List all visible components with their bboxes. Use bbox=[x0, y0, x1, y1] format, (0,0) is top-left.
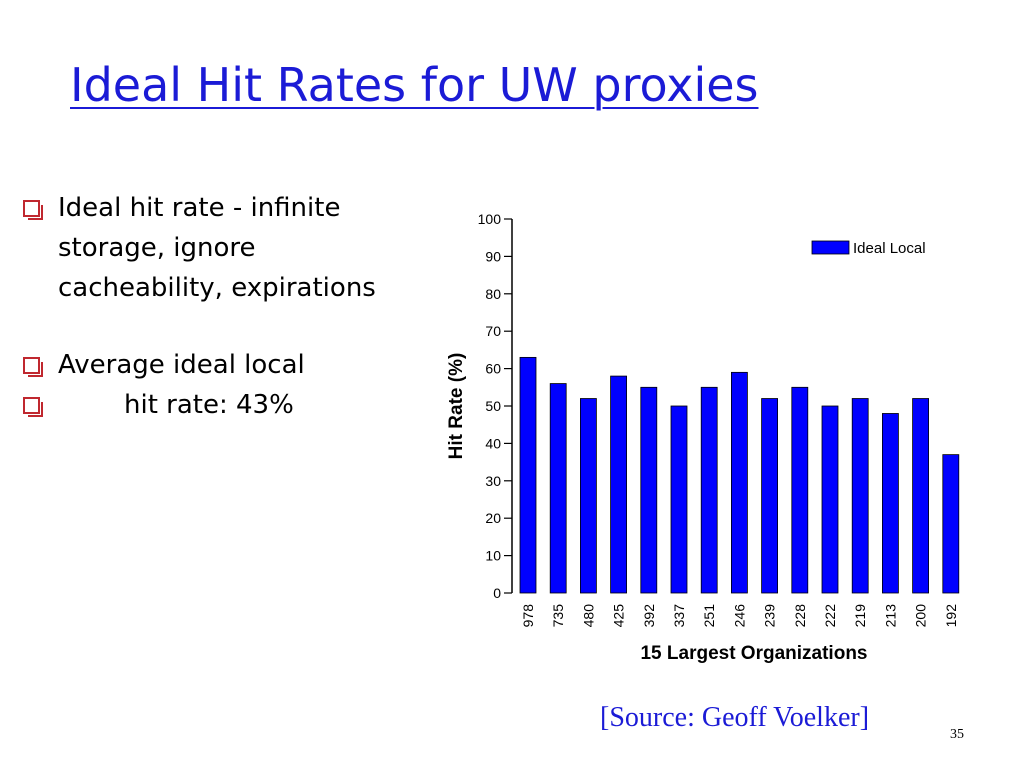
x-tick-label: 251 bbox=[701, 604, 717, 628]
legend-swatch bbox=[811, 240, 850, 255]
y-tick-label: 40 bbox=[485, 435, 501, 451]
y-tick-label: 100 bbox=[478, 211, 502, 227]
legend-label: Ideal Local bbox=[853, 240, 926, 257]
x-tick-label: 337 bbox=[671, 604, 687, 628]
y-tick-label: 80 bbox=[485, 286, 501, 302]
source-citation: [Source: Geoff Voelker] bbox=[600, 702, 870, 733]
y-tick-label: 20 bbox=[485, 510, 501, 526]
y-tick-label: 30 bbox=[485, 473, 501, 489]
x-tick-label: 228 bbox=[792, 604, 808, 628]
bullet-line: hit rate: 43% bbox=[124, 390, 294, 420]
bar bbox=[761, 398, 778, 594]
x-tick-label: 392 bbox=[641, 604, 657, 628]
page-number: 35 bbox=[950, 727, 964, 742]
bar bbox=[882, 413, 899, 594]
bar bbox=[731, 371, 748, 594]
bullet-checkbox-icon bbox=[23, 357, 43, 377]
y-axis-title: Hit Rate (%) bbox=[446, 353, 467, 460]
bullet-line: Average ideal local bbox=[58, 350, 305, 380]
x-tick-label: 222 bbox=[822, 604, 838, 628]
bullet-list: Ideal hit rate - infinite storage, ignor… bbox=[20, 188, 460, 425]
x-tick-label: 978 bbox=[520, 604, 536, 628]
x-tick-label: 213 bbox=[882, 604, 898, 628]
y-tick-label: 10 bbox=[485, 548, 501, 564]
y-tick-label: 90 bbox=[485, 248, 501, 264]
x-tick-label: 480 bbox=[580, 604, 596, 628]
y-tick-label: 50 bbox=[485, 398, 501, 414]
bar bbox=[851, 398, 869, 594]
x-tick-label: 219 bbox=[852, 604, 868, 628]
x-tick-label: 192 bbox=[943, 604, 959, 628]
y-tick-label: 0 bbox=[493, 585, 501, 601]
bullet-item: Average ideal local bbox=[20, 345, 460, 385]
bar bbox=[942, 454, 960, 594]
bar bbox=[670, 405, 688, 594]
bar bbox=[580, 398, 597, 594]
y-tick-label: 70 bbox=[485, 323, 501, 339]
y-tick-label: 60 bbox=[485, 361, 501, 377]
bullet-item: Ideal hit rate - infinite storage, ignor… bbox=[20, 188, 460, 308]
bar bbox=[640, 386, 658, 594]
bar bbox=[549, 383, 567, 594]
bar bbox=[700, 386, 718, 594]
bullet-checkbox-icon bbox=[23, 200, 43, 220]
bullet-line: storage, ignore bbox=[58, 233, 256, 263]
bullet-checkbox-icon bbox=[23, 397, 43, 417]
x-axis-title: 15 Largest Organizations bbox=[640, 643, 867, 664]
bar bbox=[791, 386, 809, 594]
bullet-line: cacheability, expirations bbox=[58, 273, 376, 303]
bar bbox=[610, 375, 627, 594]
bullet-item: hit rate: 43% bbox=[20, 385, 460, 425]
bar bbox=[821, 405, 839, 594]
bar bbox=[912, 398, 929, 594]
x-tick-label: 200 bbox=[913, 604, 929, 628]
x-tick-label: 246 bbox=[731, 604, 747, 628]
slide-title: Ideal Hit Rates for UW proxies bbox=[70, 58, 759, 112]
x-tick-label: 735 bbox=[550, 604, 566, 628]
bullet-line: Ideal hit rate - infinite bbox=[58, 193, 341, 223]
x-tick-label: 425 bbox=[611, 604, 627, 628]
x-tick-label: 239 bbox=[762, 604, 778, 628]
bar bbox=[519, 356, 537, 594]
